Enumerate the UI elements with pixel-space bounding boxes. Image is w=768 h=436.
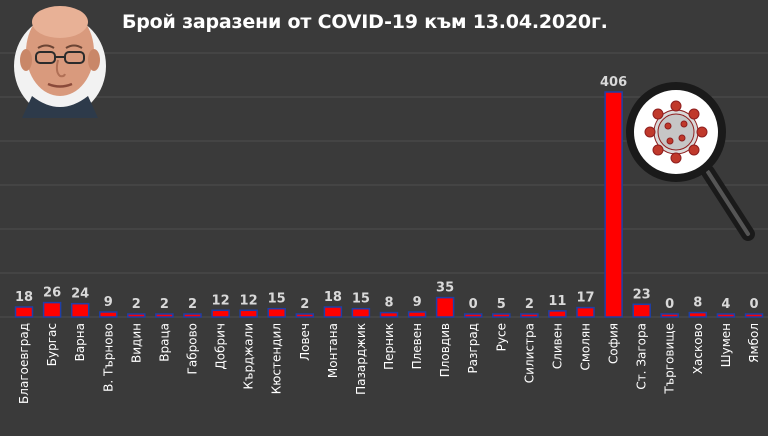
bar [14, 306, 34, 318]
bar [99, 311, 118, 318]
category-label: Ст. Загора [635, 323, 649, 390]
data-label: 9 [413, 295, 422, 310]
bar [379, 311, 399, 318]
category-label: Разград [466, 323, 480, 374]
bar [239, 309, 258, 318]
bar [744, 313, 764, 318]
data-label: 2 [300, 297, 309, 312]
data-label: 0 [665, 297, 674, 312]
data-label: 26 [43, 286, 61, 301]
data-label: 23 [633, 287, 651, 302]
category-label: Кърджали [242, 323, 256, 390]
data-label: 0 [749, 297, 758, 312]
category-label: Русе [494, 323, 508, 351]
category-label: Монтана [326, 323, 340, 378]
category-label: Варна [73, 323, 87, 361]
data-label: 2 [188, 297, 197, 312]
bar [42, 301, 62, 318]
category-label: Смолян [579, 323, 593, 371]
chart-title: Брой заразени от COVID-19 към 13.04.2020… [122, 11, 608, 33]
data-label: 12 [212, 293, 230, 308]
data-label: 24 [71, 287, 89, 302]
category-label: Габрово [186, 323, 200, 374]
bar [632, 303, 651, 318]
data-label: 4 [721, 297, 730, 312]
category-label: Пазарджик [354, 323, 368, 395]
bar [548, 310, 567, 318]
category-label: Враца [157, 323, 171, 362]
category-label: Кюстендил [270, 323, 284, 394]
bar [492, 313, 511, 318]
bar [70, 302, 90, 318]
bar [688, 311, 708, 318]
category-label: Ямбол [747, 323, 761, 363]
bar [520, 313, 539, 318]
data-label: 406 [600, 75, 627, 90]
bar [576, 306, 595, 318]
bar [323, 306, 343, 318]
category-label: Бургас [45, 323, 59, 366]
magnifying-glass-virus-icon [626, 82, 755, 241]
data-label: 8 [693, 296, 702, 311]
category-label: Хасково [691, 323, 705, 374]
bar [155, 313, 174, 318]
bar [604, 91, 623, 318]
category-label: Благоевград [17, 323, 31, 404]
data-label: 8 [384, 296, 393, 311]
data-label: 18 [324, 290, 342, 305]
category-label: Шумен [719, 323, 733, 367]
bar [295, 313, 315, 318]
category-label: Търговище [663, 323, 677, 395]
data-label: 2 [132, 297, 141, 312]
category-label: Видин [129, 323, 143, 363]
category-label: Плевен [410, 323, 424, 369]
data-label: 18 [15, 290, 33, 305]
data-label: 2 [160, 297, 169, 312]
bar [211, 309, 230, 318]
data-label: 11 [548, 294, 566, 309]
bar [127, 313, 146, 318]
bar [716, 313, 736, 318]
data-label: 15 [268, 292, 286, 307]
bar [407, 311, 427, 318]
category-label: Добрич [214, 323, 228, 370]
data-label: 12 [240, 293, 258, 308]
data-label: 5 [497, 297, 506, 312]
bar [435, 296, 455, 318]
bar [660, 313, 679, 318]
category-label: В. Търново [101, 323, 115, 392]
data-label: 2 [525, 297, 534, 312]
data-label: 17 [576, 291, 594, 306]
bar [351, 307, 371, 318]
bar [183, 313, 202, 318]
data-label: 35 [436, 281, 454, 296]
category-label: Перник [382, 323, 396, 370]
data-label: 15 [352, 292, 370, 307]
category-label: Ловеч [298, 323, 312, 361]
data-label: 0 [469, 297, 478, 312]
category-label: София [607, 323, 621, 364]
bar [267, 307, 286, 318]
category-label: Пловдив [438, 323, 452, 377]
bar [463, 313, 483, 318]
category-label: Силистра [522, 323, 536, 383]
data-label: 9 [104, 295, 113, 310]
category-label: Сливен [550, 323, 564, 369]
person-portrait-image [14, 6, 106, 118]
